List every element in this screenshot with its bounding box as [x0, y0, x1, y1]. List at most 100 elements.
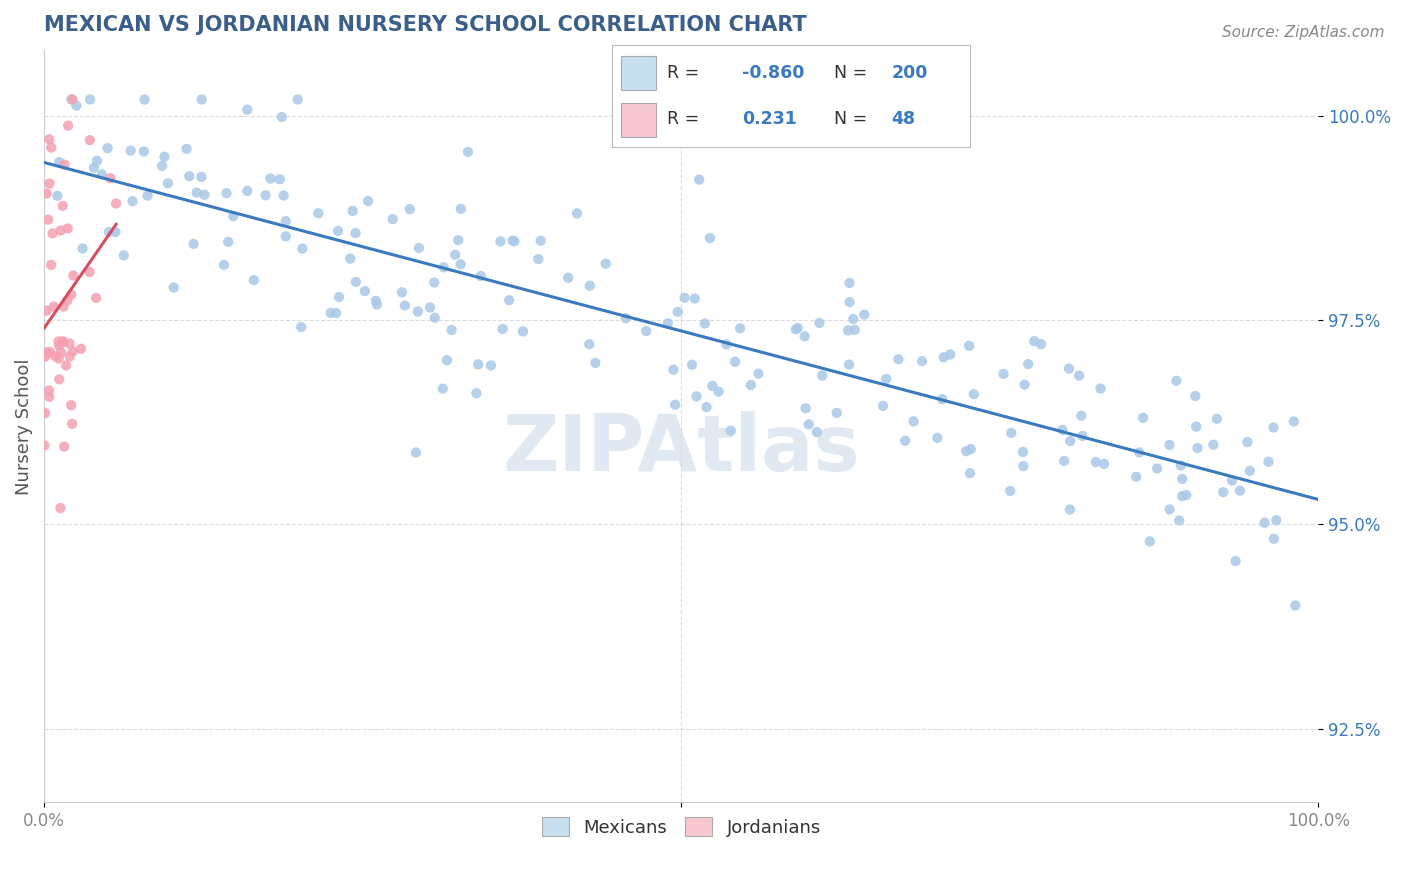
Point [134, 93, 156, 107]
Point [702, 379, 724, 393]
Point [190, 93, 212, 107]
Point [56, 293, 79, 308]
Point [1053, 454, 1076, 468]
Point [479, 359, 502, 373]
Point [52, 300, 75, 314]
Point [405, 445, 427, 459]
Point [48, 351, 70, 366]
Point [132, 145, 155, 159]
Point [52, 334, 75, 349]
Point [1159, 502, 1181, 516]
Point [52, 335, 75, 350]
Point [1159, 438, 1181, 452]
Point [720, 424, 742, 438]
Point [436, 353, 458, 368]
Point [1257, 455, 1279, 469]
Point [423, 276, 446, 290]
Point [1170, 458, 1192, 473]
Point [176, 142, 198, 156]
Point [96, 141, 118, 155]
Point [105, 196, 128, 211]
Point [440, 323, 463, 337]
Point [838, 358, 860, 372]
Point [339, 252, 361, 266]
Point [49, 501, 72, 516]
Point [825, 406, 848, 420]
Point [98, 225, 121, 239]
Point [1059, 502, 1081, 516]
Point [530, 234, 553, 248]
Point [236, 103, 259, 117]
Point [793, 329, 815, 343]
Point [52, 199, 75, 213]
Point [1184, 389, 1206, 403]
Point [217, 235, 239, 249]
Point [79, 93, 101, 107]
Point [72, 242, 94, 256]
Point [269, 172, 291, 186]
Point [319, 306, 342, 320]
Point [1168, 513, 1191, 527]
Point [1187, 441, 1209, 455]
Text: 200: 200 [891, 64, 928, 82]
Point [79, 133, 101, 147]
Point [465, 386, 488, 401]
Point [53, 440, 76, 454]
Point [998, 483, 1021, 498]
Point [344, 226, 367, 240]
Point [693, 317, 716, 331]
Point [959, 466, 981, 480]
Point [48, 334, 70, 349]
Point [1175, 488, 1198, 502]
Point [557, 270, 579, 285]
Point [565, 206, 588, 220]
Point [59, 350, 82, 364]
Point [1125, 470, 1147, 484]
Point [1166, 374, 1188, 388]
Point [342, 203, 364, 218]
Point [58, 336, 80, 351]
Point [259, 171, 281, 186]
Point [578, 278, 600, 293]
Point [699, 231, 721, 245]
Text: R =: R = [668, 64, 704, 82]
Point [955, 444, 977, 458]
Point [1212, 485, 1234, 500]
Point [794, 401, 817, 416]
Point [290, 320, 312, 334]
Point [844, 323, 866, 337]
Text: ZIPAtlas: ZIPAtlas [502, 411, 860, 487]
Point [222, 209, 245, 223]
Point [48, 338, 70, 352]
Point [450, 257, 472, 271]
Point [236, 184, 259, 198]
Point [595, 257, 617, 271]
Point [1171, 472, 1194, 486]
Point [62, 344, 84, 359]
Point [1084, 455, 1107, 469]
Point [53, 158, 76, 172]
Point [457, 145, 479, 159]
Point [38, 132, 60, 146]
Bar [620, 56, 657, 90]
Point [1236, 435, 1258, 450]
Point [875, 372, 897, 386]
Point [931, 392, 953, 406]
Point [1024, 334, 1046, 348]
Point [366, 297, 388, 311]
Text: MEXICAN VS JORDANIAN NURSERY SCHOOL CORRELATION CHART: MEXICAN VS JORDANIAN NURSERY SCHOOL CORR… [44, 15, 807, 35]
Point [381, 212, 404, 227]
Point [60, 93, 83, 107]
Point [939, 347, 962, 361]
Point [49, 345, 72, 359]
Point [1284, 599, 1306, 613]
Point [42, 300, 65, 314]
Point [55, 359, 77, 373]
Point [664, 398, 686, 412]
Point [1090, 382, 1112, 396]
Point [707, 384, 730, 399]
Point [35, 186, 58, 201]
Point [291, 242, 314, 256]
Point [842, 312, 865, 326]
Point [433, 260, 456, 275]
